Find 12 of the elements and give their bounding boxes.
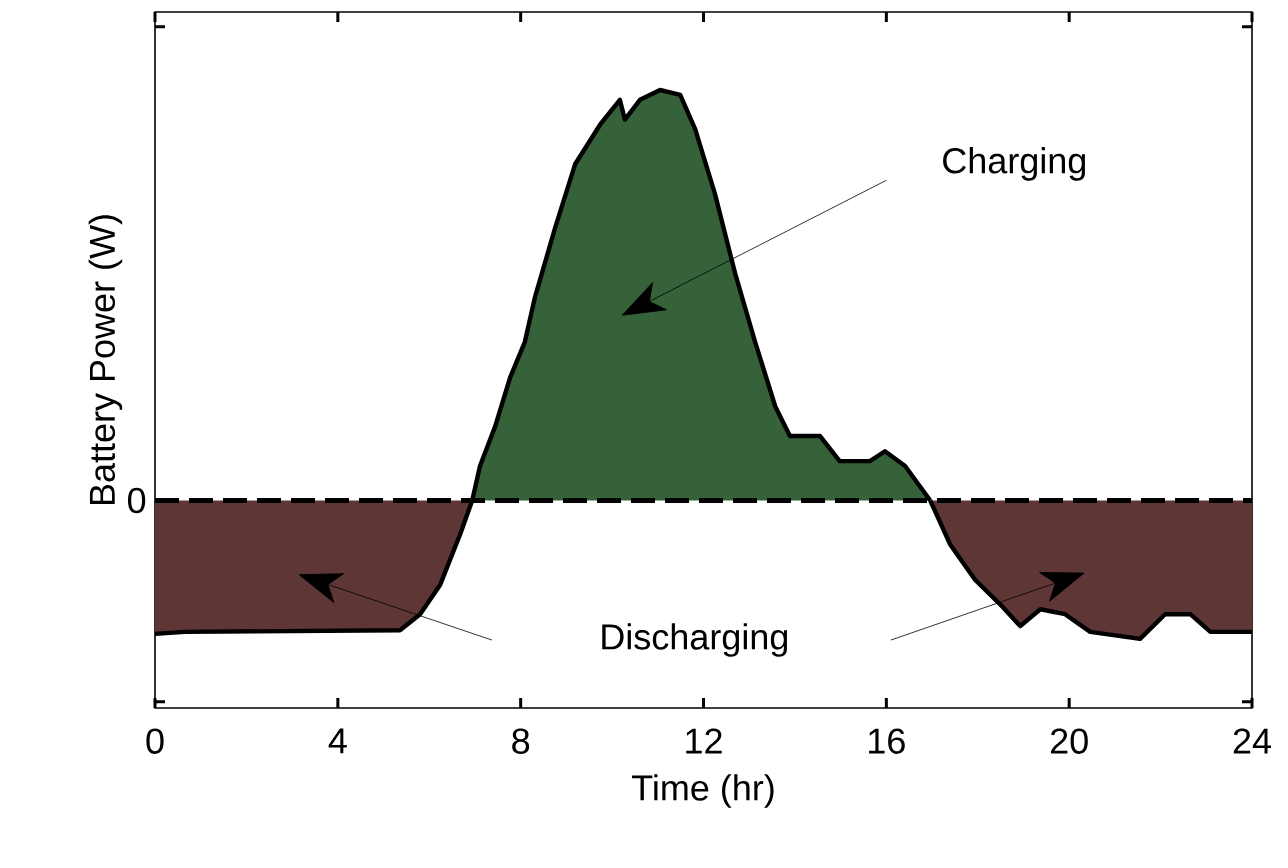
- ref-line-label: 0: [127, 487, 146, 514]
- x-tick-label: 24: [1233, 728, 1271, 754]
- annotation: Discharging: [602, 623, 788, 657]
- y-axis-title: Battery Power (W): [88, 215, 123, 505]
- x-tick-label: 16: [869, 728, 905, 754]
- x-tick-label: 0: [146, 728, 164, 754]
- x-tick-label: 8: [512, 728, 530, 754]
- x-tick-label: 4: [328, 728, 347, 754]
- x-axis-title: Time (hr): [632, 774, 774, 808]
- x-tick-label: 12: [686, 728, 722, 754]
- x-tick-label: 20: [1050, 728, 1088, 754]
- annotation: Charging: [943, 147, 1086, 181]
